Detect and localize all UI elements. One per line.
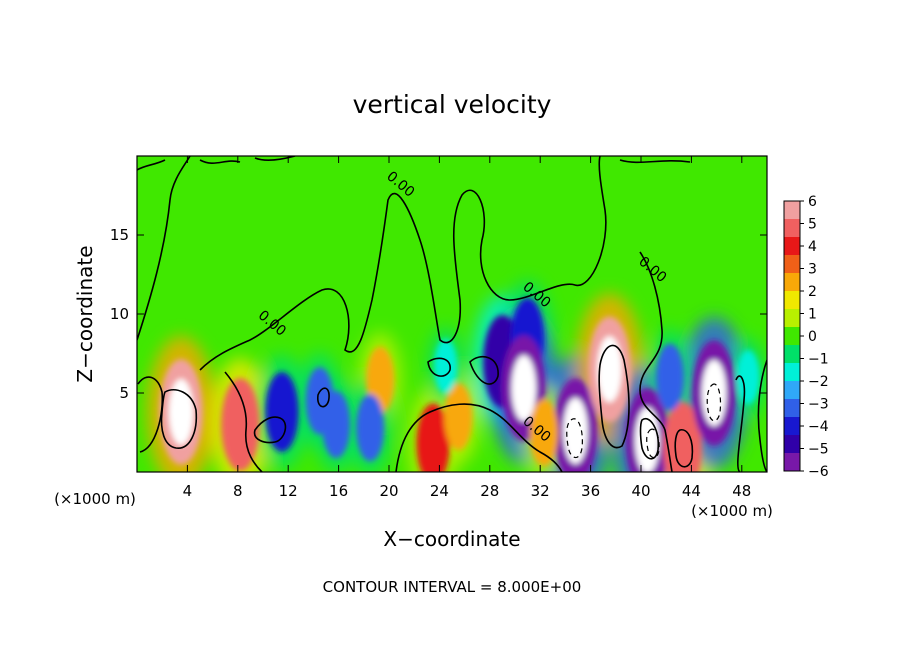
contour-line	[427, 357, 451, 377]
x-tick-label: 24	[430, 482, 449, 500]
field-core	[356, 394, 385, 462]
colorbar-swatch	[784, 237, 800, 256]
x-tick-label: 4	[183, 482, 193, 500]
colorbar-swatch	[784, 417, 800, 436]
contour-line	[317, 387, 330, 408]
y-axis-label: Z−coordinate	[73, 245, 97, 382]
contour-line	[253, 416, 287, 444]
colorbar-swatch	[784, 273, 800, 292]
field-core	[322, 391, 351, 459]
contour-line	[160, 388, 198, 449]
colorbar-tick-label: 3	[808, 262, 817, 278]
colorbar-swatch	[784, 255, 800, 274]
colorbar-tick-label: 5	[808, 217, 817, 233]
dashed-contour-line	[646, 428, 660, 459]
colorbar-tick-label: 1	[808, 307, 817, 323]
x-axis-label: X−coordinate	[383, 527, 520, 551]
colorbar-swatch	[784, 363, 800, 382]
contour-line	[469, 355, 499, 385]
contour-line	[757, 359, 767, 472]
x-tick-label: 16	[329, 482, 348, 500]
colorbar-swatch	[784, 201, 800, 220]
colorbar-swatch	[784, 291, 800, 310]
x-unit-label-left: (×1000 m)	[54, 490, 136, 508]
chart-title: vertical velocity	[353, 90, 552, 119]
colorbar-tick-label: 6	[808, 194, 817, 210]
contour-line	[137, 156, 691, 171]
plot-area: 0.000.000.000.000.00	[137, 156, 767, 472]
x-tick-label: 8	[233, 482, 243, 500]
x-tick-label: 20	[379, 482, 398, 500]
contour-line	[395, 403, 563, 472]
x-unit-label-right: (×1000 m)	[691, 502, 773, 520]
field-core	[655, 343, 685, 411]
x-tick-label: 44	[682, 482, 701, 500]
colorbar-tick-label: −1	[808, 352, 829, 368]
contour-line	[639, 417, 660, 460]
colorbar: 6 5 4 3 2 1 0 −1 −2 −3 −4 −5 −6	[783, 194, 829, 480]
x-tick-label: 48	[732, 482, 751, 500]
dashed-contour-line	[706, 383, 722, 422]
contour-line	[224, 371, 263, 472]
colorbar-tick-label: 0	[808, 329, 817, 345]
colorbar-swatch	[784, 435, 800, 454]
field-core	[736, 350, 760, 405]
contour-line	[137, 376, 164, 453]
y-tick-label: 5	[119, 384, 129, 402]
colorbar-swatch	[784, 219, 800, 238]
negative-contours	[566, 383, 722, 459]
contour-interval-note: CONTOUR INTERVAL = 8.000E+00	[323, 578, 582, 596]
contour-line	[199, 156, 607, 371]
field-core	[434, 338, 458, 394]
colorbar-swatch	[784, 327, 800, 346]
field-core	[444, 383, 473, 451]
y-tick-label: 15	[110, 226, 129, 244]
y-tick-label: 10	[110, 305, 129, 323]
saturated-core	[701, 360, 727, 426]
contour-line	[735, 375, 746, 472]
dashed-contour-line	[566, 418, 583, 459]
field-core	[416, 403, 450, 472]
x-tick-label: 12	[279, 482, 298, 500]
colorbar-tick-label: −5	[808, 442, 829, 458]
contour-line	[639, 251, 673, 472]
contour-line	[137, 156, 191, 341]
x-tick-label: 36	[581, 482, 600, 500]
colorbar-swatch	[784, 399, 800, 418]
contour-line	[674, 429, 694, 468]
y-axis: 5 10 15	[110, 226, 767, 402]
colorbar-swatch	[784, 453, 800, 472]
x-axis: 4 8 12 16 20 24 28 32 36 40 44 48	[183, 156, 751, 500]
colorbar-tick-label: −6	[808, 464, 829, 480]
colorbar-swatch	[784, 381, 800, 400]
x-tick-label: 32	[531, 482, 550, 500]
colorbar-swatch	[784, 345, 800, 364]
colorbar-tick-label: −3	[808, 397, 829, 413]
colorbar-tick-label: 4	[808, 239, 817, 255]
field-core	[221, 378, 260, 471]
colorbar-tick-label: 2	[808, 284, 817, 300]
contour-line	[598, 344, 630, 449]
colorbar-swatch	[784, 309, 800, 328]
field-core	[265, 371, 299, 452]
x-tick-label: 28	[480, 482, 499, 500]
saturated-core	[563, 397, 588, 464]
zero-contours	[137, 156, 767, 472]
saturated-core	[511, 355, 537, 422]
x-tick-label: 40	[631, 482, 650, 500]
colorbar-tick-label: −4	[808, 419, 829, 435]
colorbar-tick-label: −2	[808, 374, 829, 390]
